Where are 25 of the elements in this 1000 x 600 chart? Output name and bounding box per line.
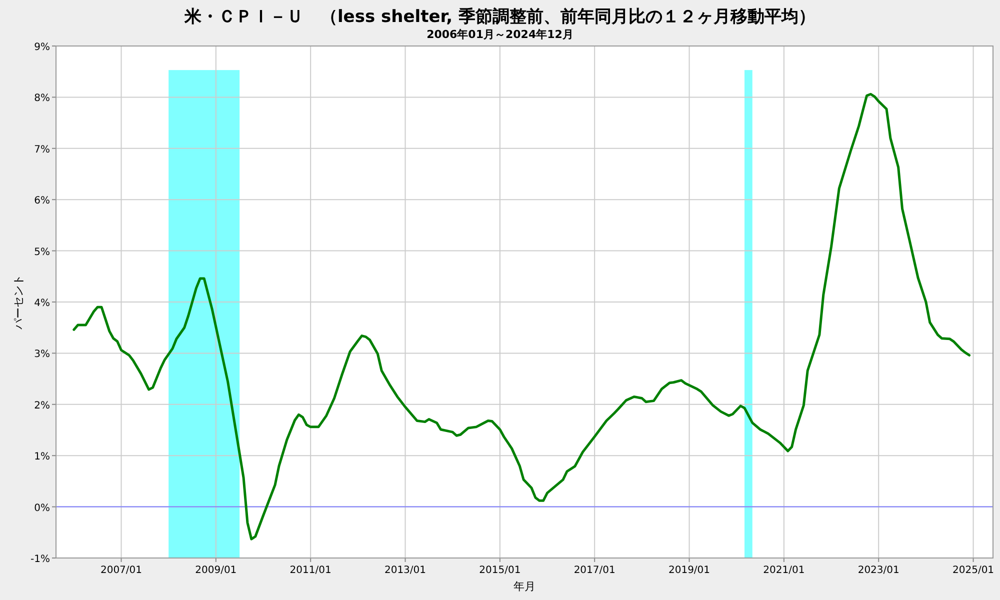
y-tick-label: 3% [34, 349, 50, 360]
y-tick-label: 6% [34, 196, 50, 207]
x-tick-label: 2011/01 [290, 565, 332, 576]
chart-subtitle: 2006年01月～2024年12月 [426, 28, 574, 41]
y-tick-label: 2% [34, 400, 50, 412]
y-tick-label: 5% [34, 246, 50, 258]
x-axis-title: 年月 [514, 580, 536, 593]
y-axis-title: パーセント [12, 274, 25, 330]
y-tick-label: 9% [34, 42, 50, 53]
x-tick-label: 2021/01 [763, 565, 805, 576]
y-tick-label: 1% [34, 452, 50, 463]
x-tick-label: 2009/01 [195, 565, 237, 576]
y-tick-label: 8% [34, 93, 50, 104]
y-tick-label: -1% [30, 554, 50, 565]
x-tick-label: 2007/01 [100, 565, 142, 576]
x-tick-label: 2019/01 [668, 565, 710, 576]
chart-title: 米・ＣＰＩ－Ｕ （less shelter, 季節調整前、前年同月比の１２ヶ月移動平均） [183, 7, 816, 27]
x-tick-label: 2017/01 [574, 565, 616, 576]
x-tick-label: 2023/01 [858, 565, 900, 576]
x-tick-label: 2015/01 [479, 565, 521, 576]
y-tick-label: 4% [34, 298, 50, 309]
x-tick-label: 2025/01 [952, 565, 994, 576]
y-tick-label: 0% [34, 502, 50, 514]
y-tick-label: 7% [34, 144, 50, 156]
x-tick-label: 2013/01 [384, 565, 426, 576]
